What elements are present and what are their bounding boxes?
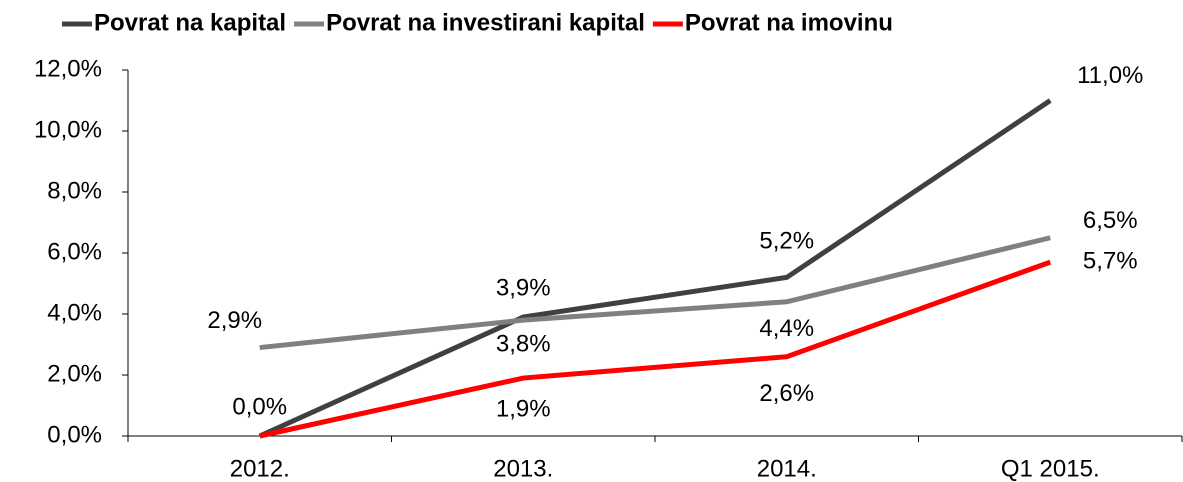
y-tick-label: 4,0% — [47, 299, 102, 326]
y-tick-label: 6,0% — [47, 238, 102, 265]
legend-label: Povrat na kapital — [94, 9, 286, 36]
data-label: 3,8% — [496, 330, 551, 357]
data-label: 3,9% — [496, 274, 551, 301]
y-tick-label: 0,0% — [47, 421, 102, 448]
data-label: 4,4% — [759, 315, 814, 342]
data-label: 5,7% — [1083, 247, 1138, 274]
series-line — [259, 259, 1052, 439]
y-tick-label: 12,0% — [34, 55, 102, 82]
y-tick-label: 10,0% — [34, 116, 102, 143]
series-line — [259, 235, 1051, 351]
data-label: 2,9% — [207, 307, 262, 334]
x-tick-label: Q1 2015. — [1001, 455, 1100, 482]
data-label: 6,5% — [1083, 207, 1138, 234]
data-label: 11,0% — [1077, 62, 1143, 89]
series-line — [258, 98, 1052, 439]
data-label: 0,0% — [232, 393, 287, 420]
x-tick-label: 2013. — [493, 455, 553, 482]
x-tick-label: 2012. — [230, 455, 290, 482]
legend-label: Povrat na imovinu — [685, 9, 893, 36]
y-tick-label: 8,0% — [47, 177, 102, 204]
x-tick-label: 2014. — [757, 455, 817, 482]
legend-label: Povrat na investirani kapital — [326, 9, 645, 36]
y-tick-label: 2,0% — [47, 360, 102, 387]
data-label: 1,9% — [496, 395, 551, 422]
data-label: 5,2% — [759, 228, 814, 255]
data-label: 2,6% — [759, 380, 814, 407]
